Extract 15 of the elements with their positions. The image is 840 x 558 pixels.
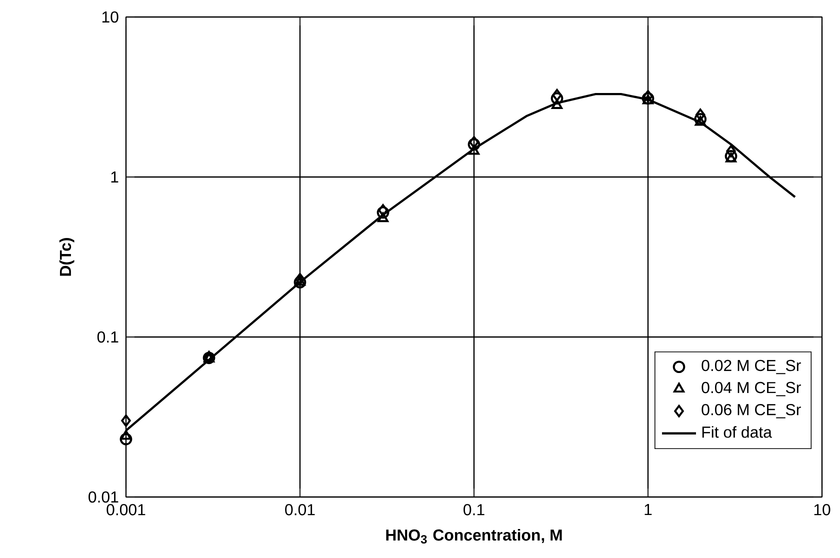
x-tick-label: 0.1 (464, 504, 484, 516)
x-tick-label: 0.01 (285, 504, 315, 516)
x-tick-label: 1 (644, 504, 652, 516)
y-tick-label: 0.1 (97, 331, 118, 343)
y-tick-label: 10 (102, 11, 118, 23)
y-axis-title: D(Tc) (59, 238, 74, 276)
x-axis-title: HNO$_{3}$ Concentration, M (386, 528, 562, 544)
legend-label: Fit of data (702, 426, 772, 438)
x-tick-label: 10 (814, 504, 830, 516)
legend-label: 0.04 M CE_Sr (702, 382, 801, 396)
x-tick-label: 0.001 (106, 504, 146, 516)
y-tick-label: 0.01 (88, 491, 118, 503)
y-tick-label: 1 (111, 172, 118, 182)
legend-label: 0.02 M CE_Sr (702, 360, 801, 374)
legend-label: 0.06 M CE_Sr (702, 404, 801, 418)
